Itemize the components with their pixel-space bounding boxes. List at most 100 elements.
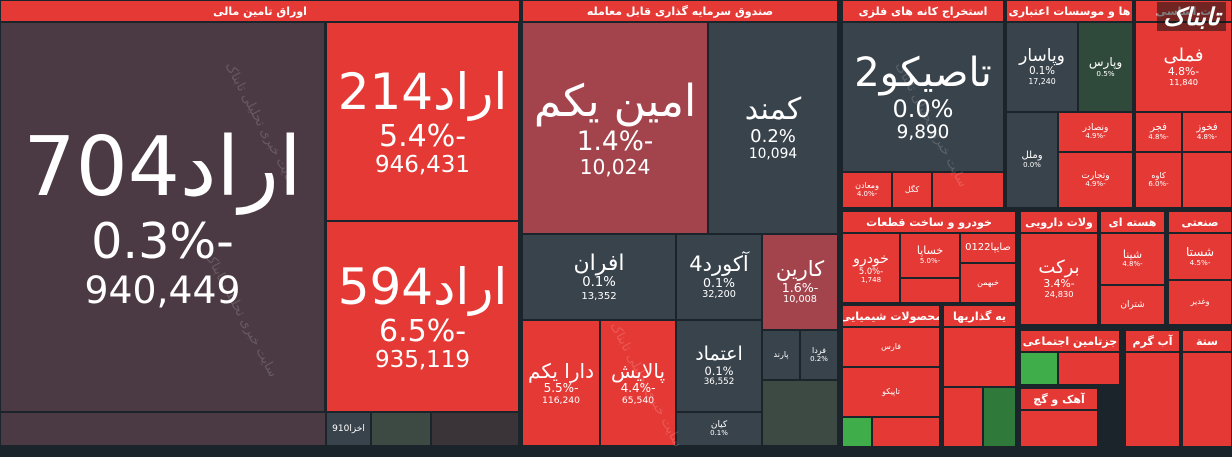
price-change: 0.0%	[1023, 160, 1041, 169]
filler-cell	[842, 417, 872, 447]
stock-name: تاپیکو	[882, 386, 900, 396]
stock-name: کیان	[710, 420, 728, 431]
stock-tile: امین یکم -1.4% 10,024	[522, 22, 708, 234]
price-change: -4.8%	[1167, 65, 1200, 79]
stock-tile: کارین -1.6% 10,008	[762, 234, 838, 330]
price-change: -6.0%	[1148, 179, 1169, 188]
stock-name: شتران	[1120, 299, 1145, 310]
stock-name: صایپا0122	[965, 242, 1011, 254]
stock-name: ونصادر	[1082, 123, 1109, 134]
volume: 13,352	[581, 291, 617, 303]
filler-cell	[1020, 410, 1098, 447]
sector-header: آب گرم	[1125, 330, 1180, 352]
stock-name: اراد704	[23, 120, 302, 216]
stock-tile: کاوه -6.0%	[1135, 152, 1182, 208]
stock-name: وپاسار	[1019, 46, 1065, 67]
stock-name: امین یکم	[533, 76, 697, 128]
stock-name: ومعادن	[855, 180, 879, 190]
filler-cell	[900, 278, 960, 303]
stock-tile: فردا 0.2%	[800, 330, 838, 380]
volume: 9,890	[896, 121, 950, 143]
price-change: 0.1%	[704, 364, 734, 379]
price-change: -0.3%	[91, 212, 234, 271]
sector-header: خودرو و ساخت قطعات	[842, 211, 1016, 233]
price-change: -1.4%	[576, 125, 654, 157]
price-change: 0.1%	[710, 429, 728, 438]
volume: 10,094	[748, 146, 798, 163]
stock-name: پالایش	[610, 358, 666, 383]
price-change: 0.1%	[582, 275, 616, 291]
volume: 17,240	[1028, 76, 1056, 86]
stock-tile: برکت -3.4% 24,830	[1020, 233, 1098, 325]
price-change: -5.0%	[858, 266, 884, 277]
volume: 940,449	[84, 268, 241, 313]
price-change: -1.6%	[781, 280, 819, 296]
sector-header: ها و موسسات اعتباری	[1006, 0, 1133, 22]
filler-cell	[762, 380, 838, 446]
stock-name: پارند	[773, 349, 789, 359]
stock-tile: شتران	[1100, 285, 1165, 325]
filler-cell	[1182, 352, 1232, 447]
price-change: -4.9%	[1085, 132, 1106, 141]
stock-name: افران	[573, 250, 625, 276]
price-change: -5.4%	[378, 118, 467, 154]
stock-name: تاصیکو2	[854, 49, 992, 96]
sector-header: صنعتی	[1168, 211, 1232, 233]
price-change: -4.8%	[1148, 132, 1169, 141]
stock-tile: اخزا910	[326, 412, 371, 446]
stock-tile: وپاسار 0.1% 17,240	[1006, 22, 1078, 112]
volume: 1,748	[860, 275, 882, 284]
price-change: -4.8%	[1122, 260, 1143, 269]
stock-name: وتجارت	[1081, 171, 1110, 182]
stock-tile: اراد214 -5.4% 946,431	[326, 22, 519, 221]
stock-name: کارین	[775, 256, 825, 281]
stock-tile: اراد594 -6.5% 935,119	[326, 221, 519, 412]
volume: 32,200	[702, 289, 736, 301]
price-change: -4.0%	[856, 189, 878, 198]
stock-tile: اراد704 -0.3% 940,449	[0, 22, 325, 412]
sector-header: یه گذاریها	[943, 305, 1016, 327]
price-change: 0.1%	[1029, 66, 1055, 78]
sector-header: صندوق سرمایه گذاری قابل معامله	[522, 0, 838, 22]
price-change: -6.5%	[378, 313, 467, 349]
volume: 10,008	[783, 294, 817, 306]
sector-header: ولات دارویی	[1020, 211, 1098, 233]
stock-name: شینا	[1122, 247, 1143, 261]
sector-header: اوراق تامین مالی	[0, 0, 520, 22]
stock-tile: پالایش -4.4% 65,540	[600, 320, 676, 446]
stock-name: خبهمن	[977, 277, 999, 287]
sector-header: استخراج کانه های فلزی	[842, 0, 1004, 22]
stock-name: اراد594	[337, 257, 508, 316]
sector-header: هسته ای	[1100, 211, 1165, 233]
sector-header: آهک و گچ	[1020, 388, 1098, 410]
volume: 946,431	[374, 152, 471, 179]
volume: 11,840	[1169, 77, 1198, 88]
stock-tile: شستا -4.5%	[1168, 233, 1232, 280]
stock-tile: تاصیکو2 0.0% 9,890	[842, 22, 1004, 172]
price-change: 0.5%	[1096, 68, 1115, 78]
price-change: 0.0%	[892, 94, 954, 123]
filler-cell	[872, 417, 940, 447]
sector-header: محصولات شیمیایی	[842, 305, 940, 327]
stock-name: آکورد4	[689, 251, 749, 276]
stock-tile: فملی -4.8% 11,840	[1135, 22, 1232, 112]
stock-name: اخزا910	[332, 423, 365, 434]
price-change: 0.2%	[810, 354, 828, 363]
stock-tile: پارند	[762, 330, 800, 380]
filler-cell	[1125, 352, 1180, 447]
stock-name: فردا	[811, 345, 827, 355]
stock-name: دارا یکم	[528, 358, 594, 383]
sector-header: جزتامین اجتماعی	[1020, 330, 1120, 352]
stock-tile: فارس	[842, 327, 940, 367]
stock-tile: کمند 0.2% 10,094	[708, 22, 838, 234]
volume: 65,540	[621, 394, 655, 406]
stock-name: کگل	[904, 184, 920, 194]
stock-tile: کیان 0.1%	[676, 412, 762, 446]
stock-tile: فخوز -4.8%	[1182, 112, 1232, 152]
price-change: -5.0%	[919, 256, 941, 265]
price-change: -4.8%	[1196, 132, 1218, 141]
stock-name: برکت	[1038, 257, 1080, 279]
filler-cell	[932, 172, 1004, 208]
stock-tile: وغدیر	[1168, 280, 1232, 325]
